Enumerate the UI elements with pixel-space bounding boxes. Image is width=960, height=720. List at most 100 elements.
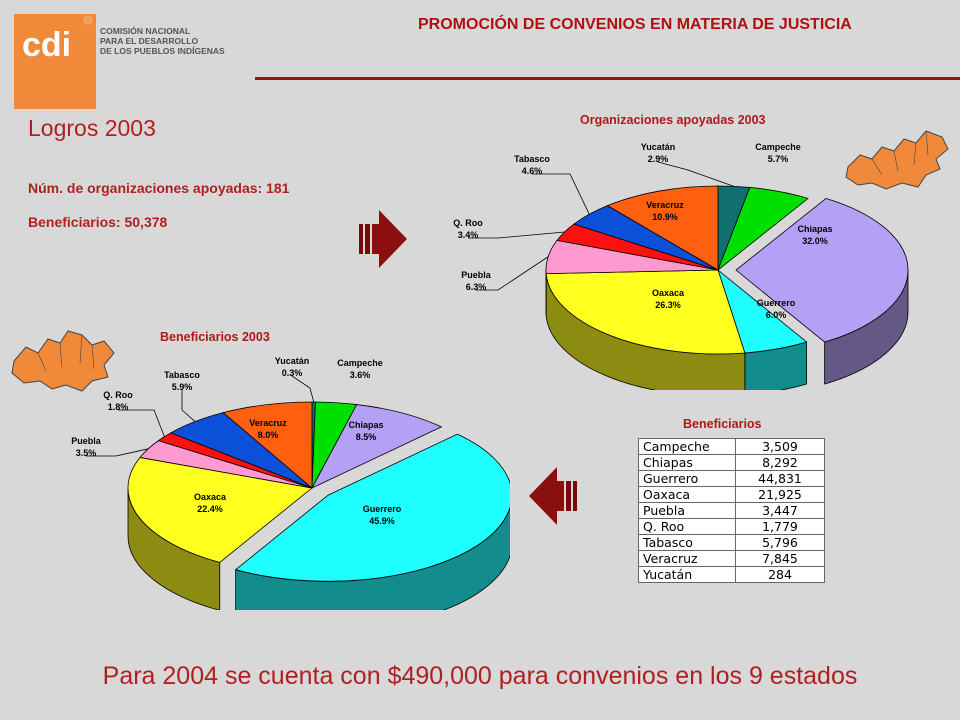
leader-line xyxy=(118,409,165,437)
slice-value-tabasco: 5.9% xyxy=(172,382,193,392)
slice-label-puebla: Puebla xyxy=(461,270,492,280)
slice-value-tabasco: 4.6% xyxy=(522,166,543,176)
state-name-cell: Tabasco xyxy=(638,534,736,551)
pie-slice-veracruz xyxy=(606,185,719,271)
beneficiaries-table: Campeche 3,509 Chiapas 8,292 Guerrero 44,831 O… xyxy=(638,438,825,583)
table-row: Puebla 3,447 xyxy=(638,502,825,519)
pie-slice-oaxaca xyxy=(545,269,746,355)
footer-note: Para 2004 se cuenta con $490,000 para co… xyxy=(102,662,858,690)
beneficiaries-value-cell: 284 xyxy=(735,566,825,583)
beneficiaries-value-cell: 5,796 xyxy=(735,534,825,551)
table-row: Veracruz 7,845 xyxy=(638,550,825,567)
table-title: Beneficiarios xyxy=(683,417,762,431)
slice-label-campeche: Campeche xyxy=(337,358,383,368)
table-row: Oaxaca 21,925 xyxy=(638,486,825,503)
slice-value-campeche: 3.6% xyxy=(350,370,371,380)
state-name-cell: Guerrero xyxy=(638,470,736,487)
beneficiaries-value-cell: 3,509 xyxy=(735,438,825,455)
slice-label-chiapas: Chiapas xyxy=(348,420,383,430)
leader-line xyxy=(181,390,196,422)
slice-value-campeche: 5.7% xyxy=(768,154,789,164)
arrow-left-icon xyxy=(529,467,577,525)
cdi-logo: cdi xyxy=(14,14,96,109)
slice-value-guerrero: 6.0% xyxy=(766,310,787,320)
state-name-cell: Chiapas xyxy=(638,454,736,471)
slice-label-guerrero: Guerrero xyxy=(757,298,796,308)
achievements-heading: Logros 2003 xyxy=(28,115,156,141)
slice-value-puebla: 6.3% xyxy=(466,282,487,292)
logo-line: DE LOS PUEBLOS INDÍGENAS xyxy=(100,46,225,56)
table-row: Q. Roo 1,779 xyxy=(638,518,825,535)
beneficiaries-value-cell: 21,925 xyxy=(735,486,825,503)
beneficiaries-value-cell: 7,845 xyxy=(735,550,825,567)
slice-label-yucatan: Yucatán xyxy=(275,356,310,366)
slice-label-tabasco: Tabasco xyxy=(514,154,550,164)
table-row: Campeche 3,509 xyxy=(638,438,825,455)
header-divider xyxy=(255,77,960,80)
slice-value-chiapas: 8.5% xyxy=(356,432,377,442)
slice-label-q-roo: Q. Roo xyxy=(453,218,483,228)
chart-title-organizations: Organizaciones apoyadas 2003 xyxy=(580,113,766,127)
beneficiaries-value-cell: 44,831 xyxy=(735,470,825,487)
leader-line xyxy=(476,256,549,291)
state-name-cell: Campeche xyxy=(638,438,736,455)
state-name-cell: Oaxaca xyxy=(638,486,736,503)
pie-slice-campeche xyxy=(717,187,809,272)
beneficiaries-value-cell: 3,447 xyxy=(735,502,825,519)
table-row: Tabasco 5,796 xyxy=(638,534,825,551)
pie-slice-oaxaca xyxy=(127,457,313,563)
slice-label-yucatan: Yucatán xyxy=(641,142,676,152)
pie-slice-chiapas xyxy=(735,198,909,343)
state-name-cell: Puebla xyxy=(638,502,736,519)
state-name-cell: Yucatán xyxy=(638,566,736,583)
state-name-cell: Veracruz xyxy=(638,550,736,567)
beneficiaries-value-cell: 1,779 xyxy=(735,518,825,535)
leader-line xyxy=(291,375,315,403)
slice-value-chiapas: 32.0% xyxy=(802,236,828,246)
pie-slice-chiapas xyxy=(311,404,443,489)
slice-value-oaxaca: 26.3% xyxy=(655,300,681,310)
leader-line xyxy=(532,173,590,215)
map-icon xyxy=(11,330,115,392)
slice-label-guerrero: Guerrero xyxy=(363,504,402,514)
logo-line: PARA EL DESARROLLO xyxy=(100,36,199,46)
chart-title-beneficiaries: Beneficiarios 2003 xyxy=(160,330,270,344)
slice-value-q-roo: 3.4% xyxy=(458,230,479,240)
slice-label-oaxaca: Oaxaca xyxy=(652,288,685,298)
slice-value-guerrero: 45.9% xyxy=(369,516,395,526)
arrow-right-icon xyxy=(359,210,407,268)
slice-label-oaxaca: Oaxaca xyxy=(194,492,227,502)
slice-label-campeche: Campeche xyxy=(755,142,801,152)
slice-label-q-roo: Q. Roo xyxy=(103,390,133,400)
organizations-count: Núm. de organizaciones apoyadas: 181 xyxy=(28,180,290,196)
table-row: Chiapas 8,292 xyxy=(638,454,825,471)
pie-chart-organizations: Yucatán 2.9% Campeche 5.7% Chiapas 32.0% Guerr… xyxy=(453,142,909,390)
pie-slice-guerrero xyxy=(234,433,510,582)
page-title: PROMOCIÓN DE CONVENIOS EN MATERIA DE JUS… xyxy=(418,16,852,33)
pie-slice-veracruz xyxy=(222,401,313,489)
beneficiaries-value-cell: 8,292 xyxy=(735,454,825,471)
table-row: Yucatán 284 xyxy=(638,566,825,583)
slice-value-yucatan: 0.3% xyxy=(282,368,303,378)
slice-label-tabasco: Tabasco xyxy=(164,370,200,380)
table-row: Guerrero 44,831 xyxy=(638,470,825,487)
slice-label-veracruz: Veracruz xyxy=(249,418,287,428)
slice-value-veracruz: 10.9% xyxy=(652,212,678,222)
slice-value-yucatan: 2.9% xyxy=(648,154,669,164)
logo-line: COMISIÓN NACIONAL xyxy=(100,26,191,36)
slice-value-oaxaca: 22.4% xyxy=(197,504,223,514)
slice-label-chiapas: Chiapas xyxy=(797,224,832,234)
logo-wordmark: COMISIÓN NACIONAL PARA EL DESARROLLO DE … xyxy=(100,26,225,56)
map-icon xyxy=(845,130,949,190)
beneficiaries-count: Beneficiarios: 50,378 xyxy=(28,214,168,230)
pie-chart-beneficiaries: Yucatán 0.3% Campeche 3.6% Chiapas 8.5% Guerre… xyxy=(71,356,510,610)
leader-line xyxy=(86,448,149,457)
leader-line xyxy=(468,231,565,239)
leader-line xyxy=(657,161,735,187)
logo-letters: cdi xyxy=(22,26,71,64)
slice-label-veracruz: Veracruz xyxy=(646,200,684,210)
slice-value-q-roo: 1.8% xyxy=(108,402,129,412)
state-name-cell: Q. Roo xyxy=(638,518,736,535)
slice-value-puebla: 3.5% xyxy=(76,448,97,458)
slice-label-puebla: Puebla xyxy=(71,436,102,446)
